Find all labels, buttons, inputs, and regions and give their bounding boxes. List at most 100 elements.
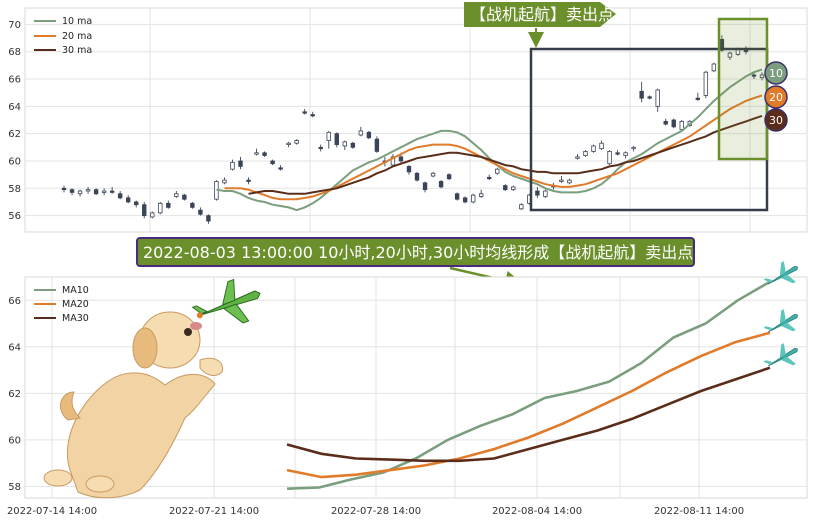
candle-body	[174, 193, 179, 197]
candle-body	[390, 156, 396, 166]
top-ma30-line	[248, 114, 763, 195]
bottom-ytick-label: 66	[8, 296, 21, 307]
top-grid	[25, 8, 807, 232]
candle-body	[334, 133, 339, 145]
airplane-icon-ma10	[763, 261, 799, 285]
candle-body	[278, 167, 283, 170]
candle-body	[695, 97, 701, 100]
legend-ma20: 20 ma	[62, 31, 92, 42]
candle-body	[142, 204, 147, 217]
candle-body	[671, 119, 676, 128]
bottom-xtick-label: 2022-07-14 14:00	[7, 506, 97, 517]
top-ytick-label: 62	[8, 129, 21, 140]
candle-body	[270, 160, 275, 165]
candle-body	[543, 190, 548, 197]
badge-20	[764, 85, 788, 109]
candle-body	[470, 194, 476, 203]
top-ytick-label: 66	[8, 75, 21, 86]
candle-body	[759, 74, 765, 79]
top-ma10-line	[216, 68, 763, 212]
candle-body	[286, 142, 291, 145]
bottom-xtick-label: 2022-07-21 14:00	[169, 506, 259, 517]
candle-body	[238, 160, 243, 167]
candle-body	[158, 202, 163, 214]
main-banner-text: 2022-08-03 13:00:00 10小时,20小时,30小时均线形成【战…	[143, 243, 693, 262]
candle-body	[182, 194, 187, 200]
top-ma20-line	[224, 94, 763, 201]
top-ytick-label: 64	[8, 102, 21, 113]
bottom-ma30-line	[286, 366, 771, 463]
top-banner-text: 【战机起航】卖出点	[470, 5, 614, 24]
candle-body	[117, 193, 123, 199]
bottom-xtick-label: 2022-07-28 14:00	[331, 506, 421, 517]
candle-body	[310, 114, 315, 117]
top-plot-area	[24, 7, 808, 233]
candle-body	[206, 215, 211, 222]
candle-body	[246, 179, 251, 182]
candle-body	[109, 190, 115, 193]
candle-body	[294, 140, 299, 144]
legend-MA20: MA20	[62, 299, 89, 310]
candle-body	[446, 174, 452, 180]
candle-body	[591, 145, 596, 152]
badge-10-label: 10	[769, 67, 783, 80]
candle-body	[326, 131, 331, 141]
candle-body	[85, 189, 91, 192]
bottom-ma10-line	[286, 280, 771, 490]
candle-body	[61, 187, 67, 191]
candle-body	[398, 156, 404, 162]
legend-ma10: 10 ma	[62, 16, 92, 27]
candle-body	[422, 182, 428, 191]
candle-body	[406, 166, 412, 173]
candle-body	[350, 142, 356, 148]
candle-body	[615, 152, 620, 155]
candle-body	[607, 151, 612, 165]
candle-body	[93, 189, 99, 195]
bottom-xtick-label: 2022-08-11 14:00	[654, 506, 744, 517]
top-ytick-label: 58	[8, 184, 21, 195]
candle-body	[302, 111, 307, 114]
candle-body	[503, 185, 508, 191]
candle-body	[655, 89, 660, 107]
top-ytick-label: 56	[8, 211, 21, 222]
legend-MA10: MA10	[62, 285, 89, 296]
candle-body	[342, 141, 348, 147]
candle-body	[495, 168, 500, 174]
airplane-icon-ma30	[763, 343, 799, 367]
candle-body	[711, 63, 717, 72]
badge-30-label: 30	[769, 114, 783, 127]
fighter-jet-icon	[191, 278, 261, 324]
candle-body	[374, 138, 380, 152]
bottom-ytick-label: 64	[8, 342, 21, 353]
candle-body	[519, 204, 524, 210]
ma-badges: 10 20 30	[764, 61, 788, 132]
top-legend: 10 ma 20 ma 30 ma	[34, 16, 92, 56]
bottom-y-axis: 58 60 62 64 66	[8, 296, 21, 493]
candle-body	[727, 52, 733, 58]
badge-30	[764, 108, 788, 132]
candle-body	[535, 190, 540, 196]
candle-body	[101, 190, 107, 193]
candle-body	[663, 120, 668, 125]
candle-body	[150, 212, 155, 218]
top-ytick-label: 68	[8, 47, 21, 58]
candle-body	[222, 179, 227, 184]
candle-body	[575, 156, 580, 159]
candle-body	[511, 186, 516, 191]
badge-10	[764, 61, 788, 85]
candle-body	[751, 74, 757, 77]
legend-ma30: 30 ma	[62, 45, 92, 56]
candle-body	[198, 209, 203, 215]
candle-body	[639, 90, 644, 99]
top-ytick-label: 60	[8, 156, 21, 167]
candlestick-plot: 56 58 60 62 64 66 68 70 10 ma 20 ma 30 ma 【战机起航…	[8, 2, 808, 233]
candle-body	[703, 71, 709, 96]
candle-body	[478, 193, 484, 197]
candle-body	[599, 142, 604, 150]
candle-body	[462, 197, 468, 203]
top-ytick-label: 70	[8, 20, 21, 31]
candle-body	[679, 120, 684, 130]
candle-body	[262, 152, 267, 156]
candle-body	[166, 202, 171, 208]
candle-body	[366, 131, 372, 139]
